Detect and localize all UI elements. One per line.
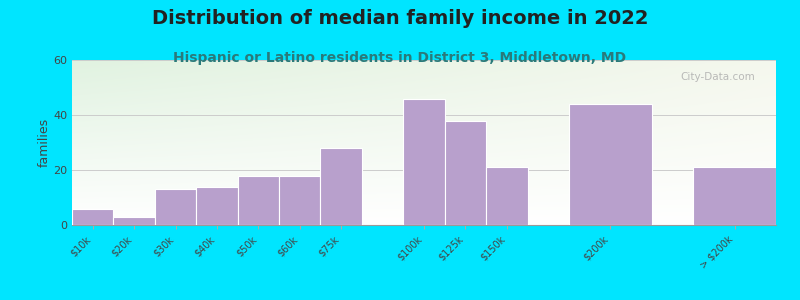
Text: Hispanic or Latino residents in District 3, Middletown, MD: Hispanic or Latino residents in District…: [174, 51, 626, 65]
Bar: [196, 187, 238, 225]
Bar: [155, 189, 196, 225]
Bar: [569, 104, 652, 225]
Bar: [114, 217, 155, 225]
Bar: [486, 167, 527, 225]
Bar: [403, 98, 445, 225]
Bar: [693, 167, 776, 225]
Bar: [279, 176, 321, 225]
Text: Distribution of median family income in 2022: Distribution of median family income in …: [152, 9, 648, 28]
Bar: [321, 148, 362, 225]
Text: City-Data.com: City-Data.com: [680, 71, 755, 82]
Bar: [445, 121, 486, 225]
Y-axis label: families: families: [38, 118, 50, 167]
Bar: [238, 176, 279, 225]
Bar: [72, 208, 114, 225]
